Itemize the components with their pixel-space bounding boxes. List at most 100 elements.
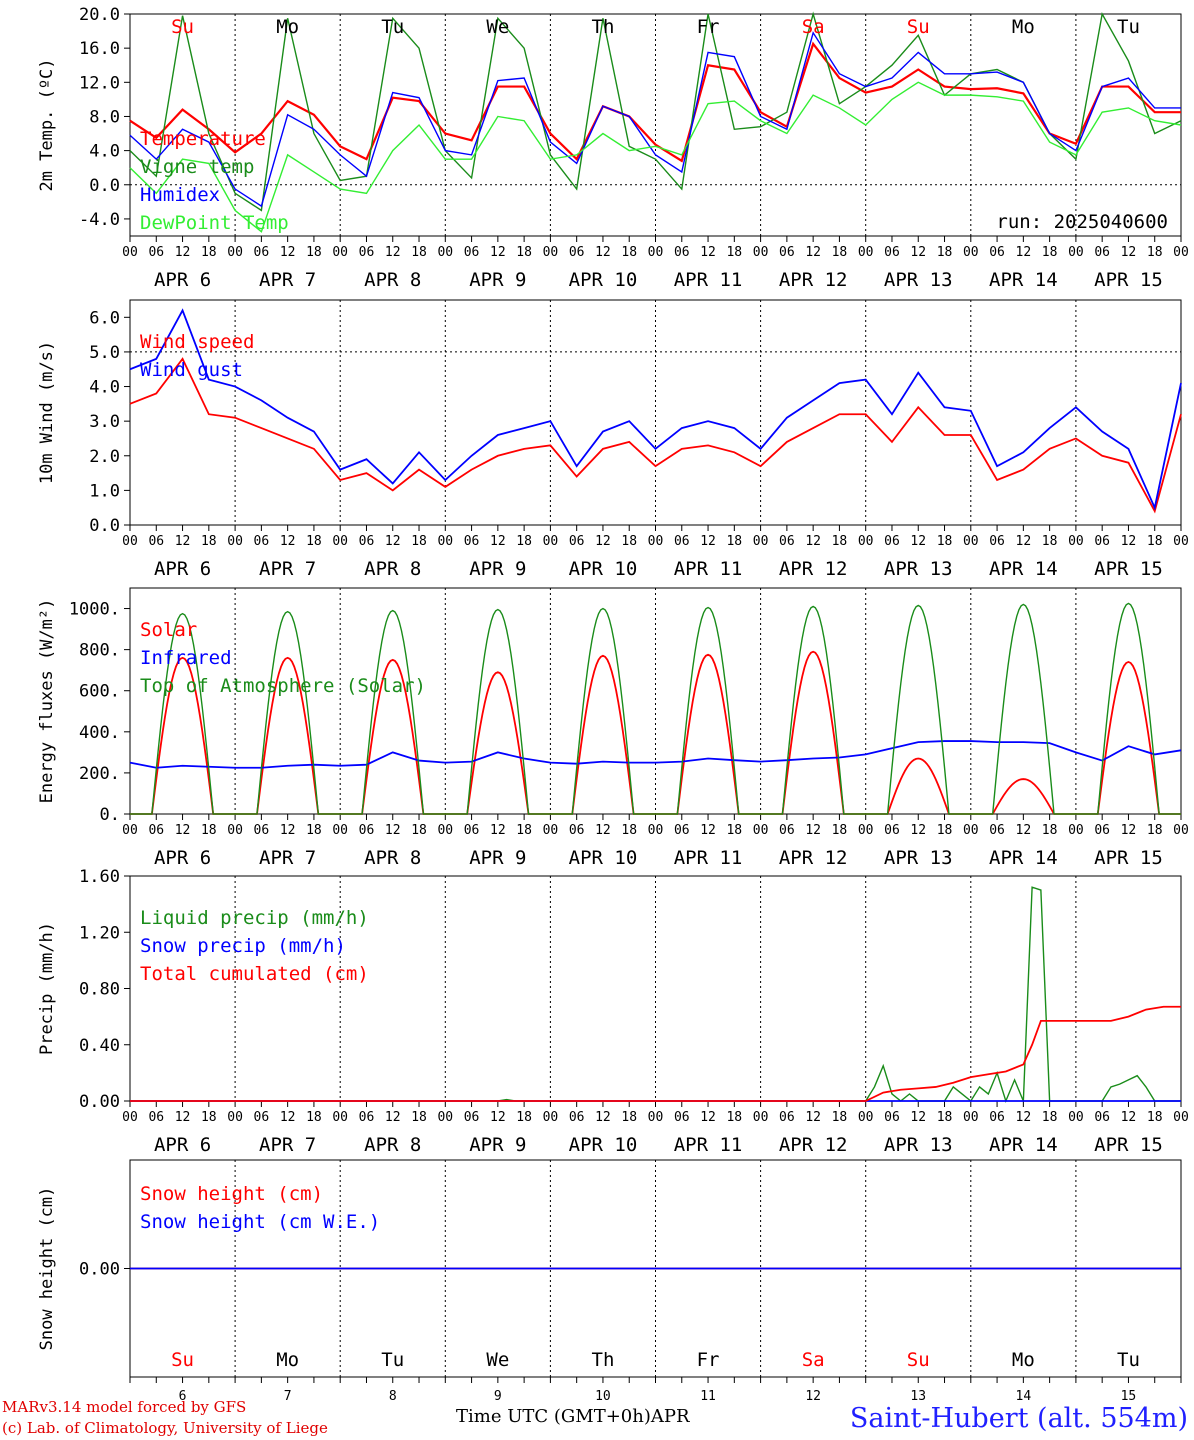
date-label: APR 7 [259,1134,316,1156]
hour-tick-label: 00 [1173,1110,1189,1125]
hour-tick-label: 06 [464,245,480,260]
hour-tick-label: 18 [726,245,742,260]
xaxis-label: Time UTC (GMT+0h)APR [456,1406,690,1427]
hour-tick-label: 06 [1094,823,1110,838]
date-label: APR 15 [1094,847,1163,869]
hour-tick-label: 12 [1016,823,1032,838]
weekday-label-bottom: Su [907,1349,930,1371]
date-label: APR 8 [364,847,421,869]
date-label: APR 15 [1094,1134,1163,1156]
legend-entry: Solar [140,619,197,641]
hour-tick-label: 12 [490,1110,506,1125]
hour-tick-label: 00 [1068,534,1084,549]
hour-tick-label: 00 [858,534,874,549]
legend-entry: Snow precip (mm/h) [140,935,346,957]
hour-tick-label: 12 [1121,245,1137,260]
credit-line-2: (c) Lab. of Climatology, University of L… [2,1419,328,1437]
hour-tick-label: 06 [674,245,690,260]
hour-tick-label: 00 [332,534,348,549]
hour-tick-label: 18 [621,823,637,838]
hour-tick-label: 06 [464,534,480,549]
y-tick-label: 6.0 [89,308,120,328]
hour-tick-label: 06 [989,823,1005,838]
hour-tick-label: 18 [516,534,532,549]
panel-frame [129,587,1182,815]
hour-tick-label: 06 [884,823,900,838]
hour-tick-label: 00 [963,823,979,838]
hour-tick-label: 12 [910,1110,926,1125]
hour-tick-label: 00 [437,1110,453,1125]
hour-tick-label: 18 [411,534,427,549]
hour-tick-label: 18 [516,1110,532,1125]
date-label: APR 8 [364,1134,421,1156]
hour-tick-label: 06 [254,1110,270,1125]
hour-tick-label: 18 [726,534,742,549]
hour-tick-label: 12 [1016,1110,1032,1125]
hour-tick-label: 12 [700,534,716,549]
hour-tick-label: 18 [621,534,637,549]
hour-tick-label: 18 [726,1110,742,1125]
hour-tick-label: 18 [937,534,953,549]
hour-tick-label: 12 [910,245,926,260]
hour-tick-label: 00 [648,823,664,838]
y-tick-label: 0.0 [89,516,120,536]
hour-tick-label: 00 [122,245,138,260]
hour-tick-label: 06 [1094,1110,1110,1125]
y-tick-label: 0.0 [89,176,120,196]
hour-tick-label: 06 [884,534,900,549]
date-label: APR 13 [884,1134,953,1156]
y-axis-label: Energy fluxes (W/m²) [37,599,57,804]
y-tick-label: 1.20 [79,923,120,943]
hour-tick-label: 18 [306,1110,322,1125]
hour-tick-label: 06 [359,823,375,838]
hour-tick-label: 18 [516,823,532,838]
hour-tick-label: 18 [306,245,322,260]
hour-tick-label: 00 [122,534,138,549]
hour-tick-label: 12 [385,823,401,838]
date-label: APR 14 [989,847,1058,869]
hour-tick-label: 18 [832,823,848,838]
hour-tick-label: 18 [937,1110,953,1125]
day-number-label: 7 [284,1389,292,1404]
hour-tick-label: 18 [1042,245,1058,260]
hour-tick-label: 12 [280,534,296,549]
y-tick-label: 8.0 [89,107,120,127]
legend-entry: Total cumulated (cm) [140,963,369,985]
date-label: APR 15 [1094,269,1163,291]
hour-tick-label: 00 [543,245,559,260]
day-number-label: 13 [910,1389,926,1404]
date-label: APR 10 [569,1134,638,1156]
hour-tick-label: 18 [201,1110,217,1125]
hour-tick-label: 12 [595,245,611,260]
hour-tick-label: 06 [254,534,270,549]
date-label: APR 9 [469,558,526,580]
hour-tick-label: 06 [989,245,1005,260]
weekday-label: Tu [381,16,404,38]
weekday-label-bottom: Th [592,1349,615,1371]
hour-tick-label: 06 [674,823,690,838]
legend-entry: Top of Atmosphere (Solar) [140,675,426,697]
station-name: Saint-Hubert (alt. 554m) [849,1403,1188,1434]
y-axis-label: Snow height (cm) [37,1187,57,1351]
hour-tick-label: 00 [963,245,979,260]
day-number-label: 6 [179,1389,187,1404]
hour-tick-label: 00 [858,245,874,260]
date-label: APR 12 [779,558,848,580]
weekday-label-bottom: Tu [1117,1349,1140,1371]
hour-tick-label: 18 [1042,1110,1058,1125]
hour-tick-label: 18 [516,245,532,260]
weekday-label-bottom: Sa [802,1349,825,1371]
hour-tick-label: 00 [227,534,243,549]
weekday-label-bottom: Fr [697,1349,720,1371]
date-label: APR 13 [884,558,953,580]
hour-tick-label: 12 [175,534,191,549]
hour-tick-label: 12 [805,245,821,260]
hour-tick-label: 00 [437,245,453,260]
day-number-label: 12 [805,1389,821,1404]
hour-tick-label: 00 [332,1110,348,1125]
date-label: APR 12 [779,847,848,869]
hour-tick-label: 06 [779,823,795,838]
weekday-label: Su [907,16,930,38]
hour-tick-label: 00 [753,823,769,838]
hour-tick-label: 18 [937,823,953,838]
